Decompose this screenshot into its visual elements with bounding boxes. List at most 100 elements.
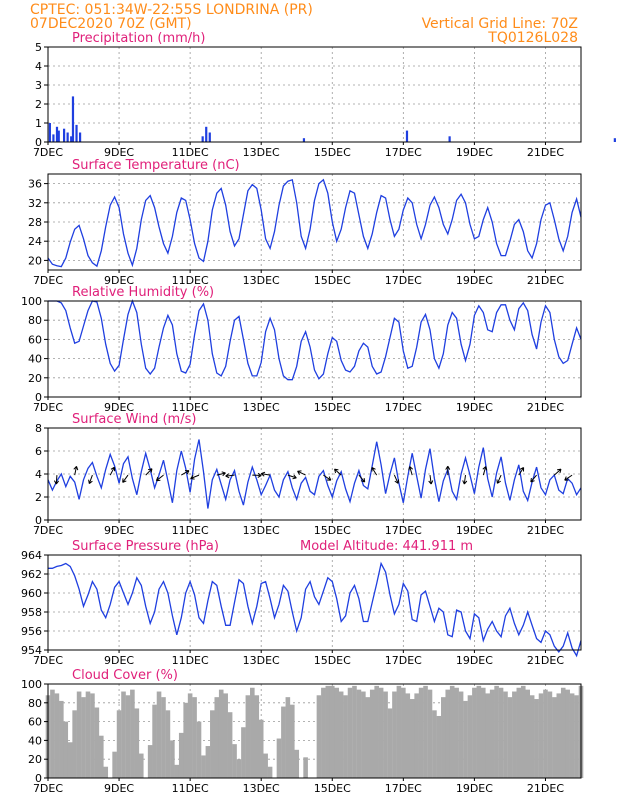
wind-arrow: [445, 465, 451, 476]
cloud-bar: [59, 700, 64, 778]
cloud-bar: [529, 695, 535, 778]
x-tick-label: 21DEC: [527, 524, 564, 537]
cloud-bar: [480, 687, 486, 778]
cloud-bar: [147, 745, 153, 778]
x-tick-label: 21DEC: [527, 146, 564, 159]
y-tick-label: 0: [35, 391, 42, 404]
cloud-bar: [138, 753, 144, 778]
cloud-bar: [241, 727, 246, 778]
y-tick-label: 8: [35, 422, 42, 435]
x-tick-label: 7DEC: [33, 654, 63, 667]
cloud-bar: [276, 738, 282, 778]
y-tick-label: 60: [28, 716, 42, 729]
wind-arrow: [190, 474, 200, 480]
x-tick-label: 19DEC: [456, 782, 493, 795]
precip-bar: [57, 130, 60, 142]
y-tick-label: 20: [28, 254, 42, 267]
cloud-bar: [498, 687, 504, 778]
cloud-bar: [565, 689, 570, 778]
cloud-bar: [427, 689, 433, 778]
cloud-bar: [396, 685, 402, 778]
y-tick-label: 960: [21, 587, 42, 600]
cloud-bar: [383, 691, 388, 778]
x-tick-label: 9DEC: [104, 146, 134, 159]
date-line: 07DEC2020 70Z (GMT): [30, 16, 192, 32]
cloud-bar: [494, 685, 499, 778]
panel-wind: 0 2 4 6 8 7DEC 9DEC 11DEC 13DEC 15DEC 17DEC 19DEC 21…: [33, 412, 582, 537]
x-tick-label: 15DEC: [314, 524, 351, 537]
x-tick-label: 7DEC: [33, 782, 63, 795]
wind-arrow: [109, 466, 116, 476]
model-altitude: Model Altitude: 441.911 m: [300, 539, 473, 554]
x-tick-label: 7DEC: [33, 401, 63, 414]
y-tick-label: 24: [28, 235, 42, 248]
cloud-bar: [329, 685, 335, 778]
cloud-bar: [472, 687, 477, 778]
cloud-bar: [125, 695, 131, 778]
cloud-bar: [281, 706, 286, 778]
y-tick-label: 954: [21, 644, 42, 657]
x-tick-label: 17DEC: [385, 401, 422, 414]
cloud-bar: [156, 691, 162, 778]
cloud-bar: [223, 693, 228, 778]
precip-bar: [205, 126, 208, 142]
cloud-bar: [196, 721, 202, 778]
cloud-bar: [458, 691, 464, 778]
y-tick-label: 28: [28, 216, 42, 229]
cloud-bar: [205, 746, 211, 778]
x-tick-label: 15DEC: [314, 274, 351, 287]
cloud-bar: [378, 687, 384, 778]
cloud-bar: [485, 693, 491, 778]
y-tick-label: 5: [35, 41, 42, 54]
x-tick-label: 13DEC: [243, 524, 280, 537]
cloud-bar: [112, 751, 117, 778]
wind-arrow: [358, 474, 366, 483]
cloud-bar: [201, 755, 206, 778]
panel-title: Cloud Cover (%): [72, 668, 178, 683]
pres-line: [48, 561, 582, 658]
cloud-bar: [520, 685, 526, 778]
wind-arrow: [287, 474, 297, 480]
x-tick-label: 19DEC: [456, 524, 493, 537]
cloud-bar: [334, 687, 340, 778]
cloud-bar: [449, 685, 455, 778]
precip-bar: [48, 123, 51, 142]
x-tick-label: 7DEC: [33, 524, 63, 537]
y-tick-label: 2: [35, 98, 42, 111]
panel-frame: [47, 554, 582, 651]
wind-arrow: [564, 474, 573, 481]
cloud-bar: [67, 742, 73, 778]
cloud-bar: [130, 689, 135, 778]
cloud-bar: [365, 697, 371, 778]
wind-line: [47, 439, 582, 509]
x-tick-label: 11DEC: [172, 274, 209, 287]
wind-arrow: [393, 474, 400, 484]
wind-arrow: [145, 468, 153, 476]
cloud-bar: [170, 740, 175, 778]
wind-arrow: [53, 475, 60, 485]
x-tick-label: 7DEC: [33, 274, 63, 287]
cloud-bar: [121, 691, 126, 778]
wind-arrow: [73, 465, 79, 476]
header: CPTEC: 051:34W-22:55S LONDRINA (PR) 07DE…: [30, 2, 578, 46]
panel-title: Precipitation (mm/h): [72, 31, 205, 46]
y-tick-label: 0: [35, 514, 42, 527]
cloud-bar: [227, 712, 233, 778]
cloud-bar: [574, 695, 579, 778]
cloud-bar: [161, 697, 166, 778]
x-tick-label: 13DEC: [243, 146, 280, 159]
wind-arrow: [260, 471, 271, 477]
y-tick-label: 60: [28, 333, 42, 346]
cloud-bar: [72, 710, 77, 778]
cloud-bar: [236, 759, 242, 778]
x-tick-label: 11DEC: [172, 524, 209, 537]
station-line: CPTEC: 051:34W-22:55S LONDRINA (PR): [30, 2, 313, 18]
wind-arrow: [428, 475, 434, 485]
panel-frame: [47, 683, 582, 779]
x-tick-label: 21DEC: [527, 401, 564, 414]
precip-bar: [70, 136, 73, 142]
cloud-bar: [321, 687, 326, 778]
precip-bar: [62, 128, 66, 142]
wind-arrow: [408, 466, 414, 476]
panel-rh: 0 20 40 60 80 100 7DEC 9DEC 11DEC 13DEC 15DEC 17DEC…: [21, 285, 582, 414]
